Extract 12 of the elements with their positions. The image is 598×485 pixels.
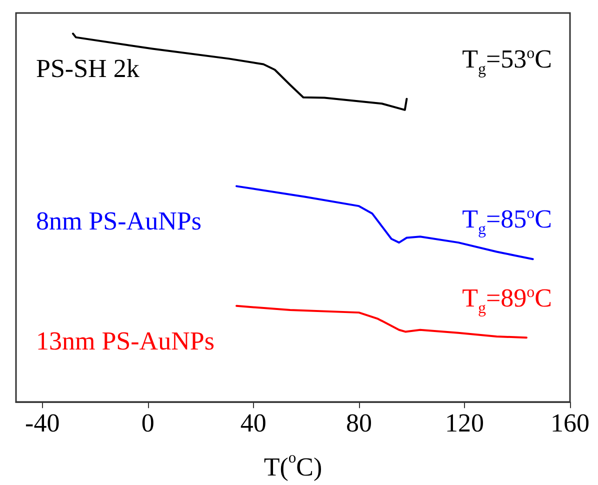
series-label: 8nm PS-AuNPs bbox=[36, 206, 202, 236]
x-tick-label: -40 bbox=[25, 408, 60, 438]
annotation: T$_{g}$=53$^{o}$C bbox=[462, 44, 552, 80]
x-tick-label: 160 bbox=[550, 408, 590, 438]
series-label: PS-SH 2k bbox=[36, 54, 140, 84]
x-tick-label: 40 bbox=[240, 408, 266, 438]
x-tick-label: 80 bbox=[346, 408, 372, 438]
annotation: T$_{g}$=85$^{o}$C bbox=[462, 204, 552, 240]
x-tick-label: 120 bbox=[444, 408, 484, 438]
series-label: 13nm PS-AuNPs bbox=[36, 326, 214, 356]
x-tick-label: 0 bbox=[141, 408, 154, 438]
annotation: T$_{g}$=89$^{o}$C bbox=[462, 282, 552, 318]
